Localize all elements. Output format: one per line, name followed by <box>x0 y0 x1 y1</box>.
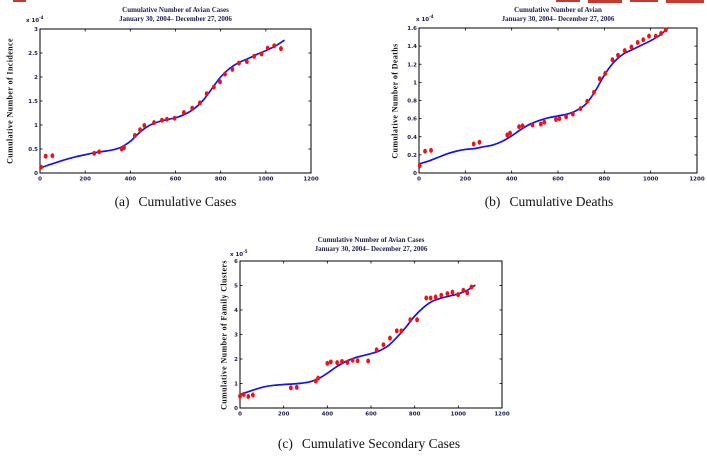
svg-text:0: 0 <box>34 171 38 177</box>
svg-text:6: 6 <box>234 259 238 265</box>
svg-text:1.5: 1.5 <box>28 99 38 105</box>
caption-label: (b) <box>484 194 501 209</box>
svg-text:0: 0 <box>413 171 417 177</box>
chart-cumulative-cases: Cumulative Number of Avian Cases January… <box>0 0 340 218</box>
svg-text:1000: 1000 <box>258 177 273 183</box>
cropped-text-artifact <box>13 0 26 2</box>
svg-text:0.8: 0.8 <box>407 99 417 105</box>
plot-area: 0 200 400 600 800 1000 1200 0 1 2 3 4 5 6 <box>234 259 510 418</box>
svg-text:0: 0 <box>238 412 242 418</box>
chart-title-line1: Cumulative Number of Avian <box>514 6 602 14</box>
svg-text:200: 200 <box>79 177 91 183</box>
svg-text:400: 400 <box>322 412 334 418</box>
svg-text:600: 600 <box>170 177 182 183</box>
svg-text:1.4: 1.4 <box>407 44 417 50</box>
svg-text:0.4: 0.4 <box>407 135 417 141</box>
chart-title: Cumulative Number of Avian Cases January… <box>40 6 311 23</box>
cropped-text-artifact <box>588 0 622 3</box>
svg-text:0.2: 0.2 <box>407 153 417 159</box>
chart-title-line1: Cumulative Number of Avian Cases <box>317 236 425 244</box>
svg-text:1200: 1200 <box>303 177 318 183</box>
svg-text:1: 1 <box>34 123 38 129</box>
svg-text:2.5: 2.5 <box>28 51 38 57</box>
svg-text:3: 3 <box>234 333 238 339</box>
svg-text:400: 400 <box>506 177 518 183</box>
svg-text:200: 200 <box>460 177 472 183</box>
y-axis-label: Cumulative Number of Incidence <box>5 38 15 164</box>
cropped-text-artifact <box>666 0 704 3</box>
svg-text:0.6: 0.6 <box>407 117 417 123</box>
caption-label: (a) <box>114 194 130 209</box>
caption-label: (c) <box>277 436 293 451</box>
y-axis-exponent: x 10-5 <box>230 249 248 258</box>
svg-text:0: 0 <box>234 406 238 412</box>
y-axis-exponent: x 10-4 <box>26 15 44 24</box>
svg-text:800: 800 <box>599 177 611 183</box>
chart-title-line2: January 30, 2004– December 27, 2006 <box>119 14 232 23</box>
svg-text:2: 2 <box>234 357 238 363</box>
chart-title-line2: January 30, 2004– December 27, 2006 <box>314 244 428 253</box>
caption-text: Cumulative Cases <box>138 194 237 209</box>
chart-caption: (c) Cumulative Secondary Cases <box>238 436 500 452</box>
caption-text: Cumulative Deaths <box>509 194 614 209</box>
svg-text:0: 0 <box>417 177 421 183</box>
svg-text:3: 3 <box>34 27 38 33</box>
svg-text:1200: 1200 <box>494 412 509 418</box>
cropped-text-artifact <box>630 0 658 2</box>
svg-text:4: 4 <box>234 308 238 314</box>
caption-text: Cumulative Secondary Cases <box>301 436 461 451</box>
svg-text:200: 200 <box>278 412 290 418</box>
svg-text:5: 5 <box>234 284 238 290</box>
plot-area: 0 200 400 600 800 1000 1200 0 0.5 1 1.5 2 2.5 3 <box>28 27 319 183</box>
svg-text:2: 2 <box>34 75 38 81</box>
svg-text:0.5: 0.5 <box>28 147 38 153</box>
chart-cumulative-deaths: Cumulative Number of Avian January 30, 2… <box>380 0 707 218</box>
svg-text:1.2: 1.2 <box>407 62 417 68</box>
svg-text:1: 1 <box>234 382 238 388</box>
chart-title: Cumulative Number of Avian January 30, 2… <box>419 6 697 23</box>
svg-text:0: 0 <box>38 177 42 183</box>
chart-caption: (b) Cumulative Deaths <box>410 194 688 210</box>
svg-text:800: 800 <box>409 412 421 418</box>
svg-text:1.6: 1.6 <box>407 26 417 32</box>
svg-text:800: 800 <box>215 177 227 183</box>
y-axis-label: Cumulative Number of Deaths <box>390 42 400 159</box>
svg-text:1000: 1000 <box>451 412 466 418</box>
chart-title: Cumulative Number of Avian Cases January… <box>240 236 502 253</box>
chart-cumulative-secondary-cases: Cumulative Number of Avian Cases January… <box>180 232 527 465</box>
svg-text:600: 600 <box>365 412 377 418</box>
svg-text:400: 400 <box>125 177 137 183</box>
y-axis-exponent: x 10-4 <box>416 14 434 23</box>
svg-text:1000: 1000 <box>643 177 658 183</box>
chart-caption: (a) Cumulative Cases <box>40 194 311 210</box>
chart-title-line1: Cumulative Number of Avian Cases <box>122 6 229 14</box>
cropped-text-artifact <box>556 0 580 2</box>
svg-text:1200: 1200 <box>689 177 704 183</box>
chart-title-line2: January 30, 2004– December 27, 2006 <box>501 14 615 23</box>
plot-area: 0 200 400 600 800 1000 1200 0 0.2 0.4 0.6 0.8 1 1.2 1.… <box>407 26 705 183</box>
svg-text:600: 600 <box>552 177 564 183</box>
svg-text:1: 1 <box>413 80 417 86</box>
